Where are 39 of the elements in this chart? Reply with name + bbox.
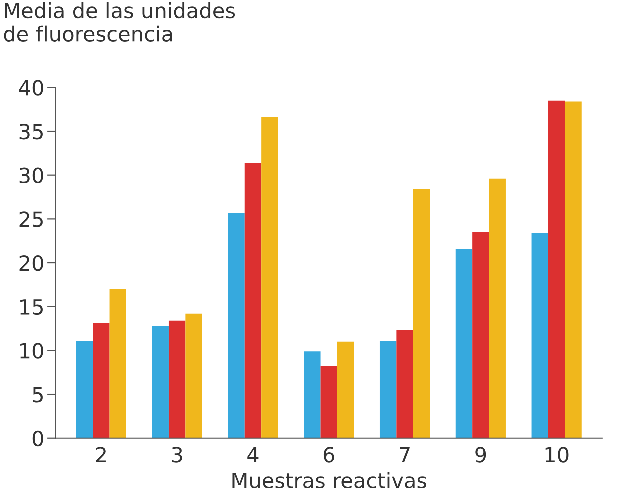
- bar: [93, 324, 110, 438]
- bar: [320, 366, 338, 438]
- bar: [186, 314, 202, 438]
- bar: [380, 341, 397, 438]
- bar: [456, 248, 473, 438]
- x-axis-title: Muestras reactivas: [232, 472, 427, 489]
- bar: [110, 289, 126, 438]
- x-tick-label: 4: [248, 447, 259, 463]
- bar: [413, 189, 430, 438]
- bar: [337, 342, 354, 438]
- bar: [168, 320, 186, 438]
- y-tick-label: 40: [19, 80, 44, 96]
- x-tick-label: 6: [324, 447, 334, 463]
- x-tick-label: 3: [172, 447, 182, 463]
- y-tick-label: 0: [32, 430, 44, 447]
- x-tick-label: 10: [546, 447, 569, 463]
- bar: [76, 341, 94, 438]
- y-tick-label: 35: [20, 124, 43, 140]
- y-tick-label: 15: [20, 300, 43, 316]
- y-tick-label: 10: [20, 343, 44, 359]
- x-tick-label: 7: [400, 447, 410, 463]
- bar: [532, 233, 548, 438]
- bar: [152, 326, 169, 438]
- y-tick-label: 30: [20, 168, 44, 184]
- y-axis-title: Media de las unidades de fluorescencia: [4, 2, 236, 42]
- bar: [262, 117, 278, 438]
- x-tick-label: 9: [476, 447, 486, 463]
- bar: [396, 330, 414, 438]
- bar: [489, 178, 506, 438]
- y-tick-label: 5: [33, 387, 43, 403]
- y-tick-label: 20: [20, 255, 44, 272]
- x-tick-label: 2: [96, 447, 106, 463]
- bar: [565, 102, 582, 438]
- bar: [472, 232, 490, 438]
- bar: [228, 213, 245, 438]
- bar: [244, 163, 262, 438]
- y-tick-label: 25: [20, 212, 43, 228]
- bar: [548, 100, 566, 438]
- bar: [304, 352, 321, 438]
